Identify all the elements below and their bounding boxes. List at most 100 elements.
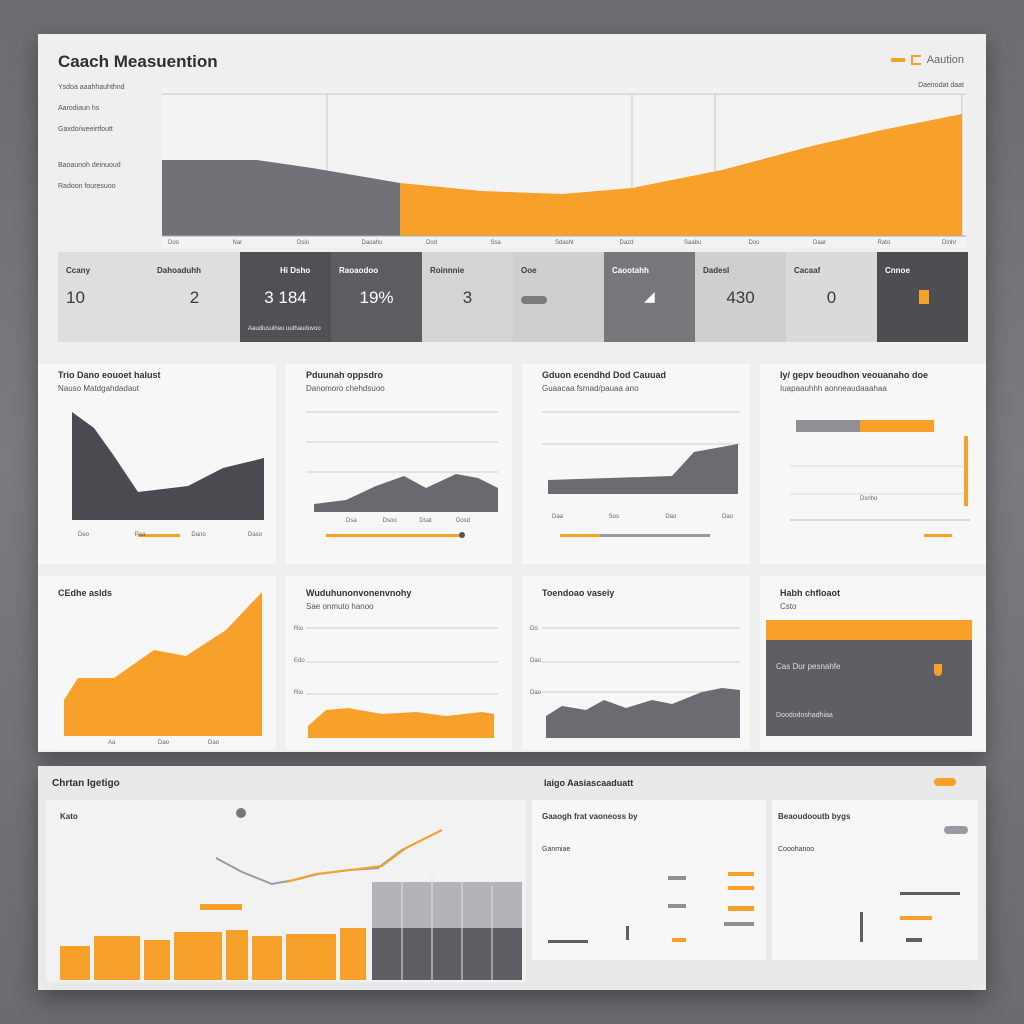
panel-cedhe[interactable]: CEdhe aslds Aa Dao Dao bbox=[38, 576, 276, 750]
range-indicator bbox=[138, 534, 180, 537]
card-bar-list bbox=[548, 872, 754, 943]
toggle-switch[interactable] bbox=[934, 778, 956, 786]
area-series bbox=[548, 444, 738, 494]
panel-title: CEdhe aslds bbox=[58, 588, 113, 598]
card-gaaogh[interactable]: Gaaogh frat vaoneoss by Ganmiae bbox=[532, 800, 766, 960]
panel-area-chart: Aa Dao Dao bbox=[64, 592, 262, 746]
x-tick-label: Ssa bbox=[491, 240, 502, 246]
sidebar-item[interactable]: Gaxdo/weeirtfoutt bbox=[58, 126, 113, 133]
panel-habh[interactable]: Habh chfloaot Csto Cas Dur pesnahfe Dood… bbox=[760, 576, 986, 750]
toggle-icon[interactable] bbox=[521, 296, 547, 304]
range-slider[interactable] bbox=[560, 534, 710, 537]
stat-card[interactable]: Ccany 10 bbox=[58, 252, 149, 342]
range-slider[interactable] bbox=[326, 534, 461, 537]
bar bbox=[60, 946, 90, 980]
section-title: Iaigo Aasiascaaduatt bbox=[544, 778, 634, 788]
x-tick-label: Saabu bbox=[684, 240, 701, 246]
axis-tick-label: Rio bbox=[294, 626, 304, 632]
toggle-switch[interactable] bbox=[944, 826, 968, 834]
stat-card[interactable]: Ooe bbox=[513, 252, 604, 342]
panel-title: Wuduhunonvonenvnohy bbox=[306, 588, 412, 598]
bar-item bbox=[860, 912, 863, 942]
card-title: Gaaogh frat vaoneoss by bbox=[542, 812, 638, 821]
panel-header-bar bbox=[766, 620, 972, 640]
bar-item bbox=[728, 906, 754, 911]
axis-tick-label: Dao bbox=[530, 690, 542, 696]
panel-area-chart: Dsa Dsoo Dsat Dosd bbox=[306, 411, 498, 538]
card-beaoudo[interactable]: Beaoudooutb bygs Cooohanoo bbox=[772, 800, 978, 960]
sidebar-item[interactable]: Aarodiaun hs bbox=[58, 105, 100, 112]
stat-card[interactable]: Caootahh ◢ bbox=[604, 252, 695, 342]
panel-pduunah[interactable]: Pduunah oppsdro Danomoro chehdsuoo Dsa Ds… bbox=[286, 364, 512, 564]
bar-item bbox=[906, 938, 922, 942]
bar bbox=[174, 932, 222, 980]
card-subtitle: Ganmiae bbox=[542, 846, 571, 853]
panel-subtitle: Csto bbox=[780, 602, 797, 611]
panel-iy-gepv[interactable]: Iy/ gepv beoudhon veouanaho doe Iuapaauh… bbox=[760, 364, 986, 564]
panel-wuduhu[interactable]: Wuduhunonvonenvnohy Sae onmuto hanoo Rio… bbox=[286, 576, 512, 750]
bar bbox=[340, 928, 366, 980]
slider-handle[interactable] bbox=[459, 532, 465, 538]
x-tick-label: Daar bbox=[813, 240, 826, 246]
bar-item bbox=[668, 904, 686, 908]
stat-card[interactable]: Cnnoe bbox=[877, 252, 968, 342]
bar-item bbox=[728, 886, 754, 890]
stat-value: 2 bbox=[189, 288, 200, 307]
brand-logo[interactable]: Aaution bbox=[890, 54, 964, 66]
bottom-board: Chrtan Igetigo Iaigo Aasiascaaduatt Kato… bbox=[38, 766, 986, 990]
stat-value: 3 184 bbox=[264, 288, 307, 307]
stat-card[interactable]: Raoaodoo 19% bbox=[331, 252, 422, 342]
panel-bar-chart: Dsnho bbox=[790, 420, 970, 537]
section-title: Chrtan Igetigo bbox=[52, 778, 120, 789]
stat-card[interactable]: Dahoaduhh 2 bbox=[149, 252, 240, 342]
sidebar-item[interactable]: Baoaunoh deinuoud bbox=[58, 162, 121, 169]
panel-inner-label: Cas Dur pesnahfe bbox=[776, 662, 841, 671]
bar-vertical bbox=[964, 436, 968, 506]
axis-tick-label: Do bbox=[530, 626, 538, 632]
axis-tick-label: Edo bbox=[294, 658, 305, 664]
axis-tick-label: Dao bbox=[208, 740, 220, 746]
panel-area-chart: Do Dao Dao bbox=[530, 626, 740, 738]
page-title: Caach Measuention bbox=[58, 52, 218, 71]
card-subtitle: Cooohanoo bbox=[778, 846, 815, 853]
stat-label: Raoaodoo bbox=[339, 266, 379, 275]
axis-tick-label: Daa bbox=[552, 514, 564, 520]
axis-tick-label: Dsa bbox=[346, 518, 357, 524]
stat-value: 10 bbox=[66, 288, 85, 307]
x-tick-label: Doo bbox=[168, 240, 180, 246]
stat-value: 19% bbox=[359, 288, 394, 307]
axis-tick-label: Dano bbox=[191, 532, 206, 538]
line-bar-panel[interactable]: Kato bbox=[46, 800, 526, 982]
bar bbox=[94, 936, 140, 980]
stat-card[interactable]: Dadesl 430 bbox=[695, 252, 786, 342]
panel-title: Gduon ecendhd Dod Cauuad bbox=[542, 370, 666, 380]
x-tick-label: Rato bbox=[878, 240, 891, 246]
x-tick-label: Dazd bbox=[620, 240, 634, 246]
panel-toendoao[interactable]: Toendoao vaseiy Do Dao Dao bbox=[522, 576, 750, 750]
panel-subtitle: Iuapaauhhh aonneaudaaahaa bbox=[780, 384, 887, 393]
panel-gduon[interactable]: Gduon ecendhd Dod Cauuad Guaacaa fsmad/p… bbox=[522, 364, 750, 564]
status-indicator-icon bbox=[919, 290, 929, 304]
stat-card[interactable]: Roinnnie 3 bbox=[422, 252, 513, 342]
stat-label: Caootahh bbox=[612, 266, 649, 275]
main-area-chart: Doo Nar Dsio Daoahu Dod Ssa Sdasht Dazd Saabu Doo… bbox=[162, 88, 966, 248]
card-bar-list bbox=[860, 892, 960, 942]
sidebar-item[interactable]: Ysdoa aaahhauhthnd bbox=[58, 84, 125, 91]
axis-tick-label: Dao bbox=[530, 658, 542, 664]
x-tick-label: Sdasht bbox=[555, 240, 574, 246]
panel-trio-dano[interactable]: Trio Dano eouoet halust Nauso Matdgahdad… bbox=[38, 364, 276, 564]
stat-label: Hi Dsho bbox=[280, 266, 311, 275]
stat-card[interactable]: Hi Dsho 3 184 Aaudiusuiheu uuthauduvoo bbox=[240, 252, 331, 342]
stat-label: Ccany bbox=[66, 266, 91, 275]
panel-title: Pduunah oppsdro bbox=[306, 370, 383, 380]
axis-tick-label: Sos bbox=[609, 514, 619, 520]
stat-card[interactable]: Cacaaf 0 bbox=[786, 252, 877, 342]
x-tick-label: Dinhr bbox=[942, 240, 956, 246]
sidebar-item[interactable]: Radoon fouresuoo bbox=[58, 183, 116, 190]
stat-note: Aaudiusuiheu uuthauduvoo bbox=[248, 326, 321, 332]
stat-value: 430 bbox=[726, 288, 755, 307]
bar bbox=[226, 930, 248, 980]
stat-label: Dahoaduhh bbox=[157, 266, 201, 275]
line-series-grey bbox=[215, 829, 443, 886]
panel-title: Habh chfloaot bbox=[780, 588, 840, 598]
